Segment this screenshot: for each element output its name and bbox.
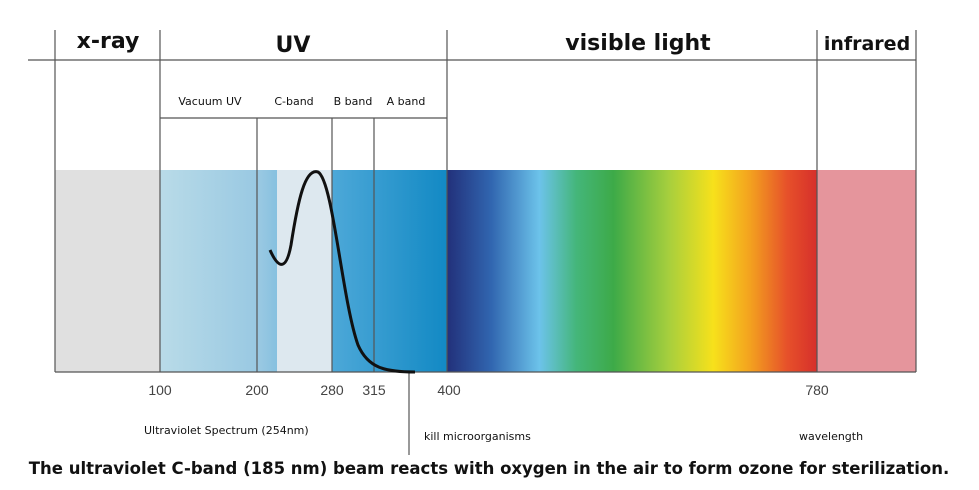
subband-label: Vacuum UV <box>178 95 242 108</box>
annotation: Ultraviolet Spectrum (254nm) <box>144 424 309 437</box>
annotation: wavelength <box>799 430 863 443</box>
subband-label: C-band <box>274 95 313 108</box>
absorption-curve <box>268 170 416 374</box>
spectrum-fills <box>55 170 916 372</box>
axis-label: 315 <box>362 382 386 398</box>
band-label: infrared <box>824 33 910 55</box>
axis-label: 280 <box>320 382 344 398</box>
axis-label: 100 <box>148 382 172 398</box>
grid-lines <box>28 30 917 455</box>
axis-label: 400 <box>437 382 461 398</box>
annotation: kill microorganisms <box>424 430 531 443</box>
axis-label: 780 <box>805 382 829 398</box>
axis-label: 200 <box>245 382 269 398</box>
subband-label: A band <box>387 95 426 108</box>
subband-label: B band <box>334 95 373 108</box>
band-label: visible light <box>565 31 711 56</box>
band-label: UV <box>276 33 311 58</box>
caption: The ultraviolet C-band (185 nm) beam rea… <box>29 459 949 478</box>
band-label: x-ray <box>77 29 140 54</box>
